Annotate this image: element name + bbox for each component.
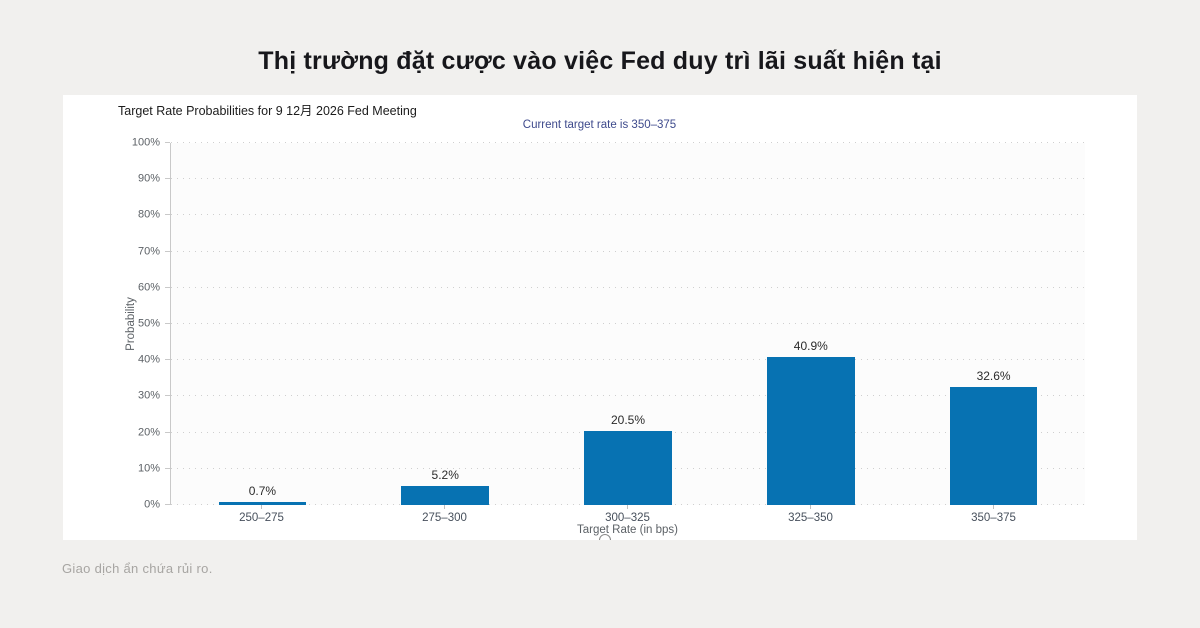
y-tick-mark (165, 504, 170, 505)
x-tick-cell: 275–300 (353, 505, 536, 524)
y-tick-mark (165, 359, 170, 361)
x-tick-label: 250–275 (239, 512, 284, 524)
y-tick-mark (165, 286, 170, 288)
x-tick-cell: 300–325 (536, 505, 719, 524)
x-tick-mark (444, 505, 445, 509)
x-tick-cell: 350–375 (902, 505, 1085, 524)
y-tick-mark (165, 431, 170, 433)
y-tick-label: 30% (137, 389, 160, 402)
bar-value-label: 5.2% (431, 468, 459, 483)
y-tick-mark (165, 395, 170, 397)
y-tick-label: 50% (137, 317, 160, 330)
bars: 0.7% 5.2% 20.5% 40.9% 32.6% (171, 143, 1085, 505)
chart-card: Target Rate Probabilities for 9 12月 2026… (63, 95, 1137, 540)
y-tick-label: 20% (137, 426, 160, 439)
gridline (171, 359, 1085, 361)
chart-subtitle: Current target rate is 350–375 (522, 119, 677, 131)
bar-column: 0.7% (171, 143, 354, 505)
bar-value-label: 40.9% (793, 338, 828, 353)
x-axis: 250–275 275–300 300–325 325–350 350–375 (170, 505, 1085, 524)
y-axis-title: Probability (125, 297, 137, 351)
y-tick-mark (165, 214, 170, 216)
x-tick-mark (261, 505, 262, 509)
x-tick-label: 325–350 (788, 512, 833, 524)
y-tick-label: 0% (144, 498, 160, 511)
gridline (171, 286, 1085, 288)
x-tick-mark (993, 505, 994, 509)
bar-column: 20.5% (537, 143, 720, 505)
gridline (171, 142, 1085, 143)
y-tick-label: 10% (137, 462, 160, 475)
y-tick-label: 70% (137, 245, 160, 258)
bar (949, 387, 1038, 505)
x-tick-mark (627, 505, 628, 509)
x-tick-label: 350–375 (971, 512, 1016, 524)
bar-value-label: 32.6% (976, 369, 1011, 383)
bar (766, 356, 855, 505)
gridline (171, 323, 1085, 324)
gridline (171, 395, 1085, 397)
y-tick-label: 40% (137, 353, 160, 366)
bar-column: 5.2% (354, 143, 537, 505)
bar-column: 40.9% (719, 143, 902, 505)
bar-value-label: 20.5% (610, 412, 645, 427)
gridline (171, 178, 1085, 180)
disclaimer-text: Giao dịch ẩn chứa rủi ro. (62, 561, 213, 576)
bar-column: 32.6% (902, 143, 1085, 505)
bar-value-label: 0.7% (248, 484, 277, 499)
y-tick-mark (165, 323, 170, 324)
y-tick-mark (165, 142, 170, 143)
y-tick-mark (165, 467, 170, 469)
x-axis-title: Target Rate (in bps) (577, 524, 678, 536)
y-axis: 0% 10% 20% 30% 40% 50% 60% 70% 80% 90% 100% (63, 137, 170, 510)
bar (218, 502, 307, 505)
gridline (171, 214, 1085, 216)
y-tick-label: 90% (137, 172, 160, 185)
partial-logo-icon (599, 534, 611, 540)
x-tick-cell: 325–350 (719, 505, 902, 524)
gridline (171, 250, 1085, 252)
page-title: Thị trường đặt cược vào việc Fed duy trì… (258, 47, 942, 75)
y-tick-mark (165, 250, 170, 252)
plot-area: 0.7% 5.2% 20.5% 40.9% 32.6% (170, 142, 1085, 505)
y-tick-label: 100% (131, 136, 160, 149)
bar (401, 486, 490, 505)
y-tick-label: 80% (137, 208, 160, 221)
x-tick-mark (810, 505, 811, 509)
y-tick-label: 60% (137, 281, 160, 294)
x-tick-label: 275–300 (422, 512, 467, 524)
chart-title: Target Rate Probabilities for 9 12月 2026… (118, 104, 417, 118)
x-tick-cell: 250–275 (170, 505, 353, 524)
bar (584, 430, 672, 505)
x-tick-label: 300–325 (605, 512, 650, 524)
y-tick-mark (165, 178, 170, 180)
